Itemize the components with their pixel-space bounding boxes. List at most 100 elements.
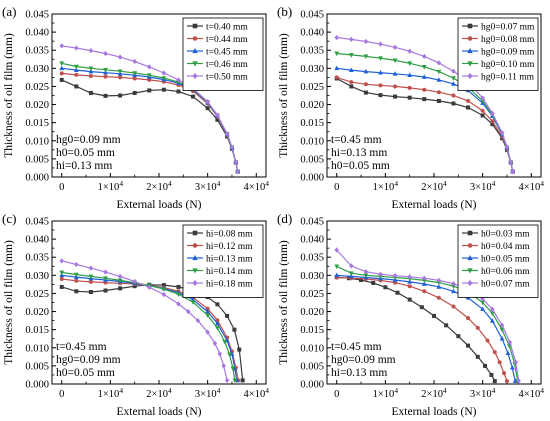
series-line <box>336 276 508 382</box>
legend-box <box>457 17 539 91</box>
x-tick-label: 4×104 <box>244 179 270 193</box>
y-tick-label: 0.010 <box>25 136 49 147</box>
y-axis-label: Thickness of oil film (mm) <box>278 240 290 365</box>
legend-entry: hi=0.13 mm <box>206 254 253 264</box>
x-tick-label: 3×104 <box>195 386 221 400</box>
parameter-annotation: h0=0.05 mm <box>331 160 390 172</box>
legend-entry: t=0.44 mm <box>206 35 248 45</box>
data-point <box>456 334 461 339</box>
data-point <box>490 110 495 116</box>
data-point <box>73 64 79 70</box>
legend-entry: hi=0.18 mm <box>206 279 253 289</box>
data-point <box>117 69 123 74</box>
x-tick-label: 2×104 <box>421 179 447 193</box>
data-point <box>490 119 495 124</box>
data-point <box>59 77 64 82</box>
series-line <box>336 276 496 382</box>
legend-marker <box>192 243 198 248</box>
data-point <box>161 291 167 298</box>
y-tick-label: 0.005 <box>25 154 49 165</box>
legend: h0=0.03 mm h0=0.04 mm h0=0.05 mm h0=0.06 mm… <box>457 224 539 298</box>
data-point <box>378 69 383 75</box>
data-point <box>451 93 456 98</box>
data-point <box>205 308 211 314</box>
data-point <box>349 84 354 89</box>
series-line <box>61 274 238 381</box>
data-point <box>237 347 242 352</box>
data-point <box>395 290 400 295</box>
data-point <box>436 277 442 284</box>
data-point <box>378 56 383 61</box>
y-tick-label: 0.010 <box>300 343 324 354</box>
data-point <box>451 81 456 86</box>
data-point <box>190 300 196 305</box>
data-point <box>499 322 505 328</box>
data-point <box>88 73 93 78</box>
legend-marker <box>192 72 198 80</box>
y-tick-label: 0.000 <box>25 173 49 184</box>
data-point <box>118 286 123 291</box>
series-1 <box>334 275 497 384</box>
x-tick-label: 3×104 <box>470 179 496 193</box>
y-tick-label: 0.020 <box>25 100 49 111</box>
data-point <box>392 44 398 50</box>
data-point <box>363 82 368 87</box>
x-tick-label: 0 <box>334 182 339 193</box>
data-point <box>205 98 210 105</box>
data-point <box>349 36 354 43</box>
data-point <box>363 90 368 95</box>
y-tick-label: 0.025 <box>25 82 49 93</box>
data-point <box>422 275 427 281</box>
data-point <box>176 89 181 94</box>
legend-entry: h0=0.06 mm <box>481 267 530 277</box>
x-tick-label: 0 <box>59 182 64 193</box>
series-line <box>61 278 239 381</box>
data-point <box>88 274 94 280</box>
data-point <box>436 98 441 103</box>
data-point <box>176 284 181 289</box>
legend-marker <box>467 36 473 41</box>
data-point <box>334 247 339 253</box>
data-point <box>74 289 79 294</box>
x-tick-label: 4×104 <box>244 386 270 400</box>
data-point <box>147 64 152 70</box>
data-point <box>436 69 442 75</box>
data-point <box>235 168 241 175</box>
data-point <box>504 144 510 150</box>
y-tick-label: 0.025 <box>25 289 49 300</box>
series-2 <box>334 275 509 384</box>
legend-marker <box>192 23 198 29</box>
legend-box <box>182 224 264 298</box>
legend-entry: hi=0.12 mm <box>206 242 253 252</box>
data-point <box>436 90 441 95</box>
data-point <box>407 279 413 284</box>
data-point <box>74 84 79 89</box>
y-tick-label: 0.010 <box>25 343 49 354</box>
data-point <box>407 85 412 90</box>
data-point <box>466 105 471 110</box>
data-point <box>451 76 456 81</box>
data-point <box>132 90 137 95</box>
data-point <box>436 60 442 66</box>
x-axis-label: External loads (N) <box>117 406 202 418</box>
data-point <box>421 74 427 79</box>
y-tick-label: 0.005 <box>300 154 324 165</box>
data-point <box>422 97 427 102</box>
x-tick-label: 3×104 <box>470 386 496 400</box>
legend-entry: hg0=0.09 mm <box>481 47 535 57</box>
data-point <box>334 65 340 71</box>
data-point <box>191 94 196 99</box>
data-point <box>73 67 79 72</box>
data-point <box>502 371 507 376</box>
data-point <box>489 372 494 377</box>
y-tick-label: 0.000 <box>300 173 324 184</box>
chart-panel-1: 0.000 0.005 0.010 0.015 0.020 0.025 0.030 0.035… <box>2 4 269 211</box>
data-point <box>509 365 515 370</box>
parameter-annotation: t=0.45 mm <box>56 341 107 353</box>
data-point <box>232 378 238 384</box>
legend-marker <box>467 72 473 80</box>
legend-marker <box>467 254 473 261</box>
data-point <box>132 58 137 65</box>
data-point <box>378 93 383 98</box>
data-point <box>499 130 505 136</box>
